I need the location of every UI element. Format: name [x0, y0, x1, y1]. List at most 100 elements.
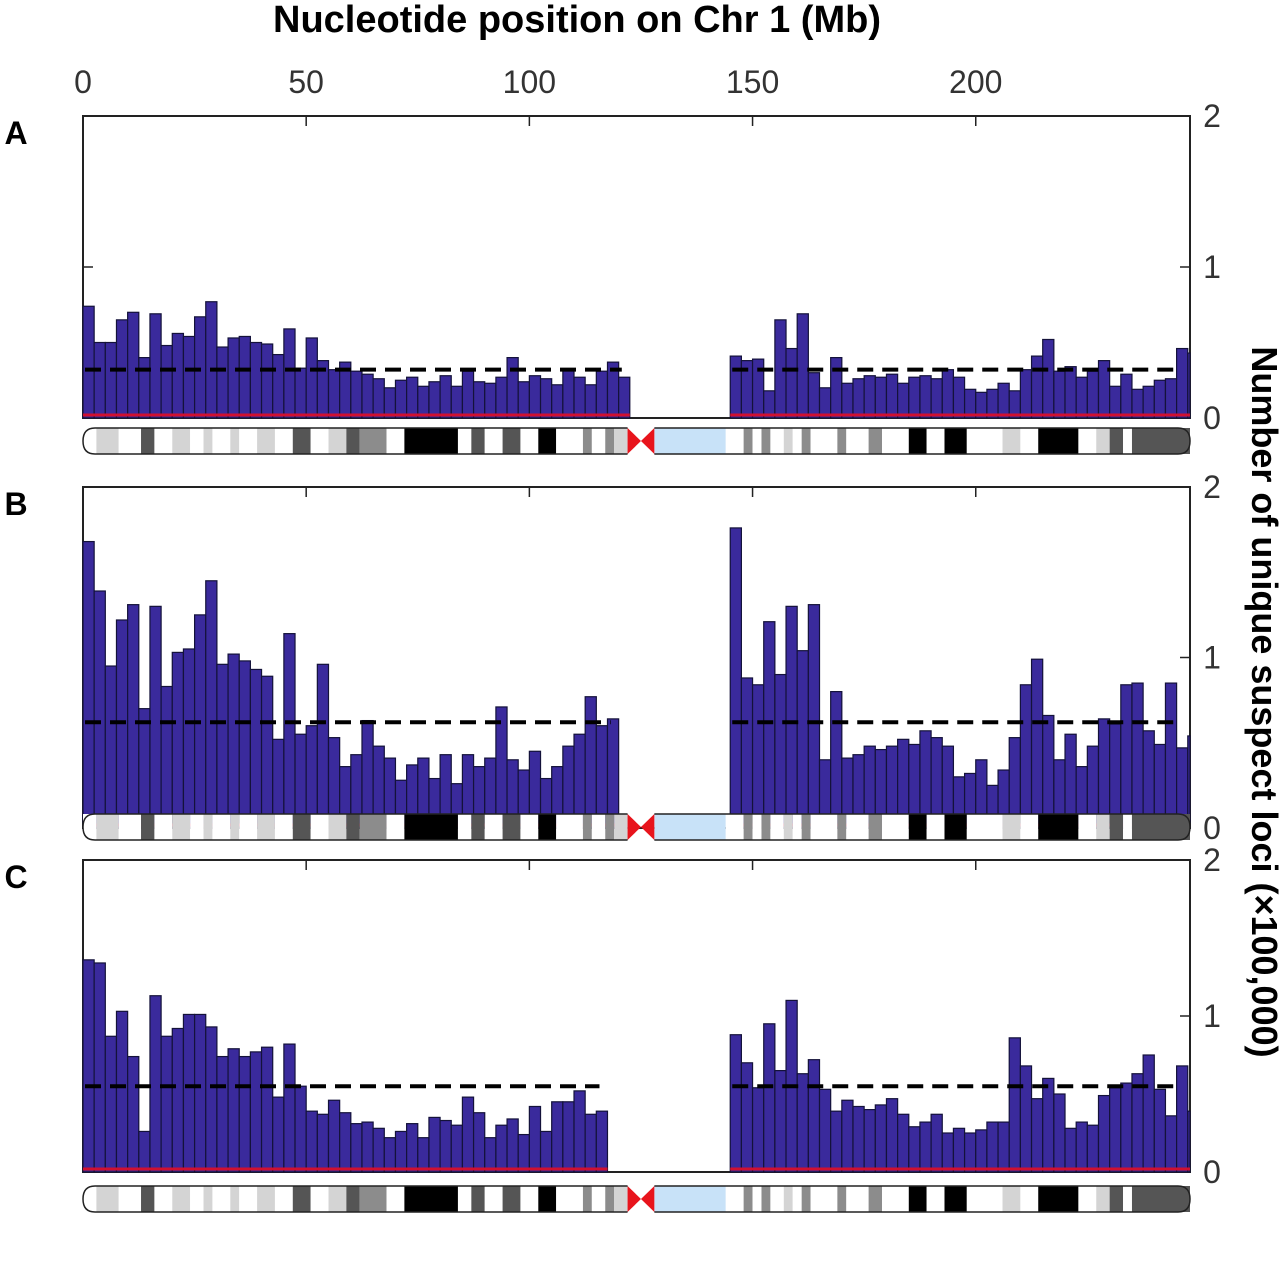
bar [450, 385, 464, 419]
bar [796, 650, 809, 829]
ideogram-band [725, 1186, 744, 1212]
ideogram-band [792, 1186, 802, 1212]
ideogram-band [484, 428, 503, 454]
ideogram-band [1109, 1186, 1124, 1212]
ideogram-band [792, 428, 802, 454]
bar [1086, 370, 1100, 419]
panel-a: A 0 1 2 [4, 98, 1221, 455]
bar [238, 660, 251, 829]
panel-b: B 0 1 2 [4, 469, 1220, 846]
ideogram-band [614, 814, 628, 840]
ideogram-band [404, 1186, 458, 1212]
bar [472, 1112, 486, 1173]
bar [82, 540, 95, 829]
bars [82, 527, 1191, 829]
bar [484, 382, 497, 419]
bar [149, 313, 162, 419]
bar [417, 1137, 430, 1173]
bar [216, 1055, 229, 1173]
ideogram-band [770, 428, 784, 454]
y-tick-label: 0 [1203, 810, 1221, 846]
ideogram-band [1038, 428, 1079, 454]
bar [952, 1127, 966, 1173]
bar [350, 1123, 363, 1173]
ideogram-band [118, 814, 142, 840]
bar [885, 1098, 899, 1173]
bar [751, 1087, 765, 1173]
centromere-right [640, 814, 655, 840]
ideogram-band [484, 814, 503, 840]
ideogram-band [172, 1186, 191, 1212]
ideogram-band [966, 1186, 1003, 1212]
bars [82, 959, 1191, 1173]
bar [1097, 718, 1111, 829]
ideogram-band [154, 1186, 173, 1212]
centromere-right [640, 428, 655, 454]
centromere-left [627, 428, 641, 454]
bar [528, 375, 542, 419]
y-tick-label: 0 [1203, 1154, 1221, 1190]
bar [339, 1112, 352, 1173]
ideogram-band [810, 814, 838, 840]
ideogram-band [310, 814, 329, 840]
bar [182, 1013, 196, 1173]
y-tick-label: 0 [1203, 400, 1221, 436]
ideogram-band [230, 428, 240, 454]
bar [506, 357, 519, 419]
bar [216, 663, 229, 829]
ideogram-band [783, 814, 793, 840]
ideogram-band [966, 428, 1003, 454]
bar [863, 375, 876, 419]
bar [1075, 376, 1088, 419]
bar [394, 379, 408, 419]
bar [852, 378, 865, 419]
bar [517, 1133, 530, 1173]
ideogram-band [203, 428, 213, 454]
chromosome-ideogram [82, 1185, 1191, 1213]
ideogram-band [1131, 814, 1190, 840]
bar [930, 378, 943, 419]
bar [997, 1121, 1010, 1173]
bar [1042, 714, 1055, 829]
ideogram-band [538, 814, 557, 840]
bar [963, 1132, 977, 1173]
ideogram-band [1020, 428, 1039, 454]
ideogram-band [310, 428, 329, 454]
bar [1053, 370, 1066, 419]
panels: A 0 1 2 B 0 1 2 C 0 1 2 [4, 98, 1221, 1213]
ideogram-band [471, 428, 485, 454]
ideogram-band [761, 1186, 771, 1212]
ideogram-band [212, 1186, 231, 1212]
bar [428, 1116, 441, 1173]
ideogram-band [239, 428, 258, 454]
bar [406, 376, 419, 419]
bar [149, 995, 162, 1173]
ideogram-band [484, 1186, 503, 1212]
bar [439, 1119, 452, 1173]
bar [305, 337, 318, 419]
bar [908, 376, 921, 419]
bar [874, 376, 888, 419]
ideogram-band [257, 428, 275, 454]
bar [238, 335, 251, 419]
ideogram-band [591, 814, 606, 840]
bar [919, 375, 932, 419]
ideogram-band [141, 1186, 155, 1212]
bar [260, 343, 274, 419]
ideogram-band [783, 1186, 793, 1212]
bar [807, 604, 821, 829]
bar [1064, 366, 1077, 419]
y-tick-label: 1 [1203, 640, 1221, 676]
bar [1153, 379, 1167, 419]
bar [1042, 338, 1055, 419]
panel-label: A [4, 115, 27, 151]
bar [383, 1137, 397, 1173]
bar [863, 1108, 876, 1173]
bar [1187, 352, 1191, 419]
bar [461, 1096, 475, 1173]
bar [986, 1121, 999, 1173]
bar [908, 1126, 921, 1173]
ideogram-band [239, 814, 258, 840]
bar [439, 375, 452, 419]
